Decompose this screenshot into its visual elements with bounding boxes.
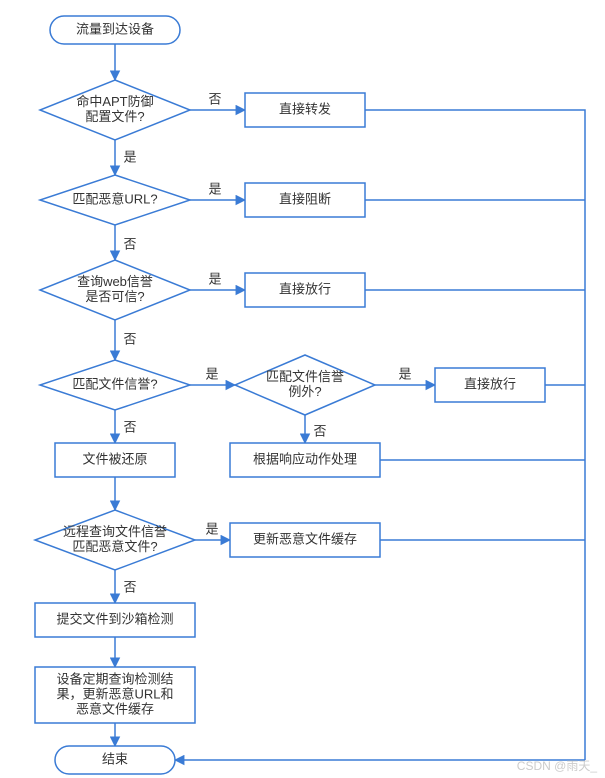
node-label: 远程查询文件信誉 [63, 524, 167, 539]
node-r1: 直接转发 [245, 93, 365, 127]
node-r4: 直接放行 [435, 368, 545, 402]
edge [365, 110, 585, 760]
node-label: 恶意文件缓存 [76, 701, 154, 716]
edge-label: 是 [208, 181, 221, 196]
edge-label: 是 [123, 149, 136, 164]
node-label: 果，更新恶意URL和 [56, 686, 173, 701]
node-r3: 直接放行 [245, 273, 365, 307]
node-label: 配置文件? [85, 109, 144, 124]
watermark-text: CSDN @雨天_ [517, 759, 598, 773]
edge-label: 是 [208, 271, 221, 286]
node-d2: 匹配恶意URL? [40, 175, 190, 225]
node-label: 结束 [102, 751, 128, 766]
node-r5: 根据响应动作处理 [230, 443, 380, 477]
node-label: 直接放行 [279, 281, 331, 296]
node-r6: 更新恶意文件缓存 [230, 523, 380, 557]
edge-label: 否 [313, 423, 326, 438]
flowchart-canvas: 否是是否是否是是否否是否流量到达设备命中APT防御配置文件?直接转发匹配恶意UR… [0, 0, 605, 778]
node-d1: 命中APT防御配置文件? [40, 80, 190, 140]
node-d3: 查询web信誉是否可信? [40, 260, 190, 320]
node-label: 直接放行 [464, 376, 516, 391]
node-label: 匹配文件信誉? [72, 376, 157, 391]
node-label: 更新恶意文件缓存 [253, 531, 357, 546]
node-start: 流量到达设备 [50, 16, 180, 44]
node-label: 设备定期查询检测结 [56, 671, 173, 686]
node-end: 结束 [55, 746, 175, 774]
node-d4b: 匹配文件信誉例外? [235, 355, 375, 415]
edge-label: 是 [398, 366, 411, 381]
edge-label: 否 [123, 419, 136, 434]
node-label: 匹配恶意文件? [72, 539, 157, 554]
edge-label: 是 [205, 521, 218, 536]
node-p5: 文件被还原 [55, 443, 175, 477]
node-label: 是否可信? [85, 289, 144, 304]
node-label: 直接转发 [279, 101, 331, 116]
edge-label: 否 [123, 579, 136, 594]
edge-label: 否 [123, 236, 136, 251]
edge-label: 否 [123, 331, 136, 346]
node-label: 流量到达设备 [76, 21, 154, 36]
node-label: 查询web信誉 [77, 274, 153, 289]
edge-label: 是 [205, 366, 218, 381]
node-p8: 设备定期查询检测结果，更新恶意URL和恶意文件缓存 [35, 667, 195, 723]
node-label: 例外? [288, 384, 321, 399]
node-r2: 直接阻断 [245, 183, 365, 217]
nodes-layer: 流量到达设备命中APT防御配置文件?直接转发匹配恶意URL?直接阻断查询web信… [35, 16, 545, 774]
node-p7: 提交文件到沙箱检测 [35, 603, 195, 637]
node-d4: 匹配文件信誉? [40, 360, 190, 410]
node-label: 匹配恶意URL? [72, 191, 157, 206]
node-label: 命中APT防御 [76, 94, 153, 109]
node-d6: 远程查询文件信誉匹配恶意文件? [35, 510, 195, 570]
node-label: 提交文件到沙箱检测 [56, 611, 173, 626]
node-label: 匹配文件信誉 [266, 369, 344, 384]
node-label: 根据响应动作处理 [253, 451, 357, 466]
edge-label: 否 [208, 91, 221, 106]
node-label: 直接阻断 [279, 191, 331, 206]
node-label: 文件被还原 [82, 451, 147, 466]
